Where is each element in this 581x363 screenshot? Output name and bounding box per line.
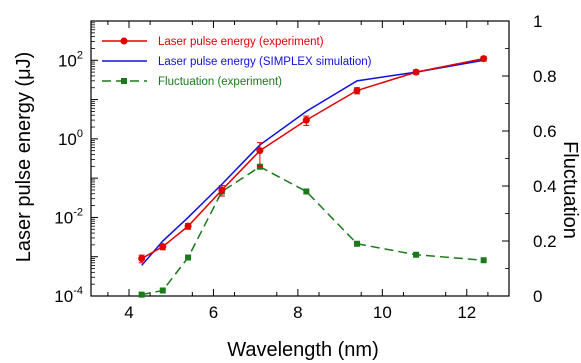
- data-point: [185, 254, 192, 261]
- legend: Laser pulse energy (experiment) Laser pul…: [102, 36, 372, 88]
- legend-label: Fluctuation (experiment): [158, 76, 282, 88]
- data-point: [256, 147, 264, 155]
- y-right-tick-label: 0.6: [533, 122, 557, 141]
- data-point: [159, 287, 166, 294]
- series-line-laser-pulse-energy-experiment: [141, 57, 484, 260]
- x-tick-label: 10: [373, 303, 392, 322]
- y-right-tick-label: 0: [533, 287, 542, 306]
- axis-ticks: 4 6 8 10 12 10-4 10-2 100 102 0 0.2 0.4 0.6 0.8 1: [54, 12, 556, 322]
- y-right-tick-label: 0.4: [533, 177, 557, 196]
- y-right-tick-label: 1: [533, 12, 542, 31]
- data-point: [302, 116, 310, 124]
- series-line-fluctuation-experiment: [141, 165, 484, 296]
- data-point: [353, 87, 361, 95]
- y-right-tick-label: 0.2: [533, 232, 557, 251]
- data-point: [480, 55, 488, 63]
- series-layer: [138, 55, 488, 298]
- data-point: [184, 222, 192, 230]
- data-point: [354, 240, 360, 247]
- y-axis-right-title: Fluctuation: [559, 141, 581, 239]
- y-left-tick-label: 102: [58, 49, 83, 70]
- y-right-tick-label: 0.8: [533, 67, 557, 86]
- data-point: [218, 186, 226, 194]
- data-point: [413, 251, 420, 258]
- x-tick-label: 8: [293, 303, 302, 322]
- x-axis-title: Wavelength (nm): [227, 339, 379, 361]
- legend-marker: [121, 78, 127, 84]
- series-line-laser-pulse-energy-simplex-simulation: [141, 59, 484, 266]
- data-point: [138, 291, 145, 298]
- legend-marker: [120, 37, 128, 45]
- x-tick-label: 12: [457, 303, 476, 322]
- legend-label: Laser pulse energy (SIMPLEX simulation): [158, 56, 372, 68]
- y-left-tick-label: 10-2: [54, 206, 83, 227]
- y-axis-left-title: Laser pulse energy (μJ): [13, 52, 35, 263]
- data-point: [480, 257, 487, 264]
- y-left-tick-label: 10-4: [54, 285, 83, 306]
- data-point: [138, 255, 146, 263]
- data-point: [303, 188, 310, 195]
- data-point: [412, 68, 420, 76]
- x-tick-label: 6: [209, 303, 218, 322]
- y-left-tick-label: 100: [58, 128, 83, 149]
- x-tick-label: 4: [124, 303, 133, 322]
- data-point: [159, 243, 167, 251]
- legend-label: Laser pulse energy (experiment): [158, 36, 324, 48]
